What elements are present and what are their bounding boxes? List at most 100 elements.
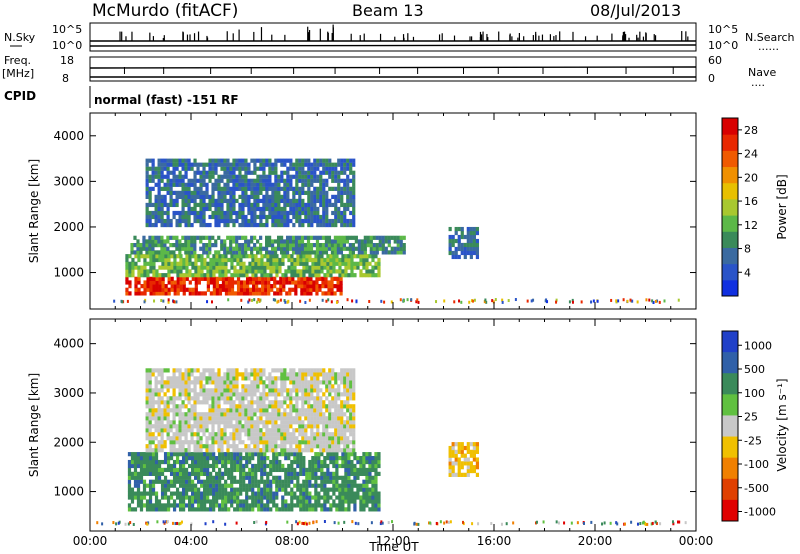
data-cell — [268, 243, 272, 248]
data-cell — [187, 479, 192, 484]
data-cell — [310, 178, 314, 183]
data-cell — [281, 483, 285, 488]
data-cell — [175, 487, 180, 492]
data-cell — [305, 499, 309, 504]
data-cell — [375, 235, 379, 240]
data-cell — [241, 250, 245, 255]
data-cell — [275, 483, 279, 488]
data-cell — [151, 166, 155, 171]
colorbar-swatch — [722, 478, 738, 501]
data-cell — [209, 456, 213, 461]
data-cell — [191, 254, 195, 259]
data-cell — [346, 372, 350, 377]
data-cell — [172, 384, 176, 389]
data-cell — [322, 436, 326, 441]
scatter-cell — [439, 520, 442, 524]
data-cell — [187, 206, 191, 212]
data-cell — [205, 182, 209, 187]
data-cell — [282, 280, 286, 285]
data-cell — [221, 483, 225, 488]
data-cell — [167, 280, 171, 285]
data-cell — [259, 420, 263, 425]
data-cell — [343, 428, 347, 433]
data-cell — [296, 273, 300, 278]
data-cell — [457, 246, 461, 252]
data-cell — [290, 257, 294, 263]
data-cell — [247, 166, 251, 171]
data-cell — [319, 158, 323, 163]
data-cell — [223, 432, 227, 437]
data-cell — [241, 162, 245, 167]
data-cell — [208, 368, 212, 373]
data-cell — [266, 495, 270, 500]
data-cell — [251, 503, 255, 508]
data-cell — [130, 495, 135, 500]
data-cell — [280, 388, 284, 393]
scatter-cell — [330, 300, 333, 304]
data-cell — [280, 424, 284, 429]
data-cell — [235, 448, 239, 453]
data-cell — [187, 162, 191, 167]
data-cell — [227, 475, 231, 480]
data-cell — [463, 457, 467, 462]
data-cell — [251, 257, 255, 263]
data-cell — [176, 261, 180, 266]
data-cell — [178, 475, 183, 480]
data-cell — [288, 243, 293, 248]
data-cell — [289, 416, 293, 421]
data-cell — [374, 273, 378, 278]
data-cell — [325, 372, 329, 377]
data-cell — [238, 158, 242, 163]
data-cell — [139, 250, 143, 255]
data-cell — [368, 452, 372, 457]
data-cell — [190, 440, 194, 445]
data-cell — [290, 491, 294, 496]
data-cell — [335, 507, 339, 512]
data-cell — [314, 475, 318, 480]
data-cell — [277, 206, 281, 212]
data-cell — [148, 471, 153, 476]
data-cell — [308, 273, 312, 278]
data-cell — [387, 243, 391, 248]
data-cell — [193, 444, 197, 449]
data-cell — [151, 483, 156, 488]
data-cell — [250, 368, 254, 373]
scatter-cell — [380, 299, 383, 303]
data-cell — [223, 243, 227, 248]
data-cell — [291, 239, 296, 244]
data-cell — [328, 392, 332, 397]
data-cell — [301, 392, 305, 397]
data-cell — [472, 246, 476, 252]
data-cell — [205, 246, 209, 251]
data-cell — [160, 467, 165, 473]
data-cell — [166, 182, 170, 187]
data-cell — [377, 257, 381, 263]
data-cell — [475, 442, 480, 447]
data-cell — [128, 265, 132, 270]
data-cell — [319, 396, 323, 401]
data-cell — [278, 483, 282, 488]
data-cell — [271, 190, 275, 195]
data-cell — [259, 440, 263, 445]
data-cell — [337, 186, 341, 191]
data-cell — [200, 491, 204, 496]
data-cell — [286, 392, 290, 397]
data-cell — [194, 471, 198, 476]
data-cell — [250, 440, 254, 445]
data-cell — [302, 459, 306, 465]
data-cell — [175, 495, 180, 500]
data-cell — [268, 162, 272, 167]
data-cell — [325, 182, 329, 187]
data-cell — [318, 284, 322, 289]
data-cell — [254, 503, 258, 508]
data-cell — [217, 235, 221, 240]
data-cell — [226, 210, 230, 216]
data-cell — [378, 235, 382, 240]
data-cell — [292, 388, 296, 393]
colorbar-swatch — [722, 134, 738, 151]
data-cell — [352, 424, 356, 429]
data-cell — [211, 444, 215, 449]
data-cell — [169, 235, 173, 240]
data-cell — [341, 503, 345, 508]
data-cell — [374, 495, 378, 500]
